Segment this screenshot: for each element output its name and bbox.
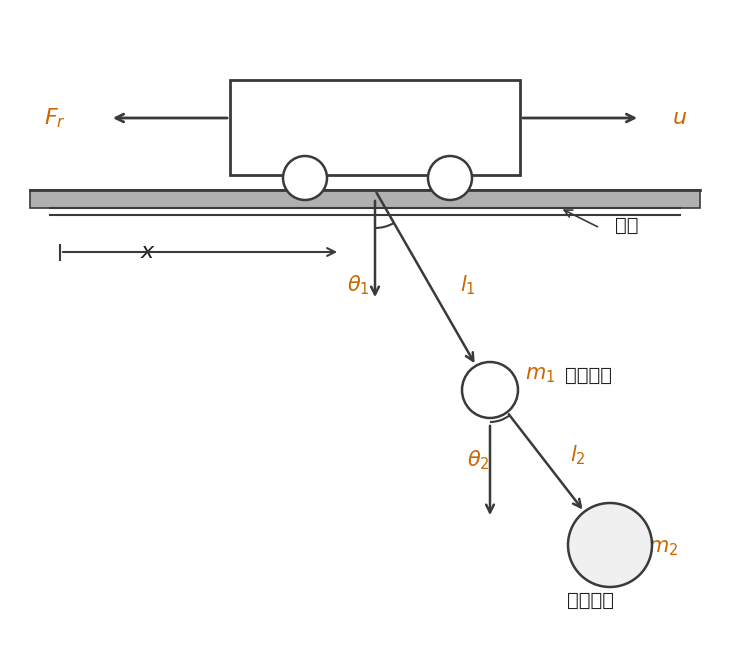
Text: 轨道: 轨道: [615, 215, 639, 235]
Text: $\mathit{m_1}$: $\mathit{m_1}$: [525, 365, 555, 385]
Text: $\mathit{m_2}$: $\mathit{m_2}$: [648, 538, 678, 558]
Circle shape: [568, 503, 652, 587]
Text: （吊钩）: （吊钩）: [565, 366, 612, 384]
Bar: [230, 80, 520, 175]
Text: $\mathit{l_2}$: $\mathit{l_2}$: [570, 443, 586, 467]
Text: $\mathit{\theta_1}$: $\mathit{\theta_1}$: [347, 273, 369, 297]
Text: $\mathit{F_r}$: $\mathit{F_r}$: [44, 106, 66, 130]
Text: $\mathit{l_1}$: $\mathit{l_1}$: [460, 273, 476, 297]
Circle shape: [428, 156, 472, 200]
Text: $\mathit{\theta_2}$: $\mathit{\theta_2}$: [467, 448, 489, 471]
Text: $\mathit{u}$: $\mathit{u}$: [672, 107, 687, 129]
Text: （负载）: （负载）: [566, 591, 613, 610]
Text: $\mathit{m}$: $\mathit{m}$: [319, 111, 341, 133]
Text: （台车）: （台车）: [415, 118, 462, 136]
Text: $\mathit{x}$: $\mathit{x}$: [140, 241, 156, 263]
Bar: [30, 190, 700, 208]
Circle shape: [283, 156, 327, 200]
Circle shape: [462, 362, 518, 418]
